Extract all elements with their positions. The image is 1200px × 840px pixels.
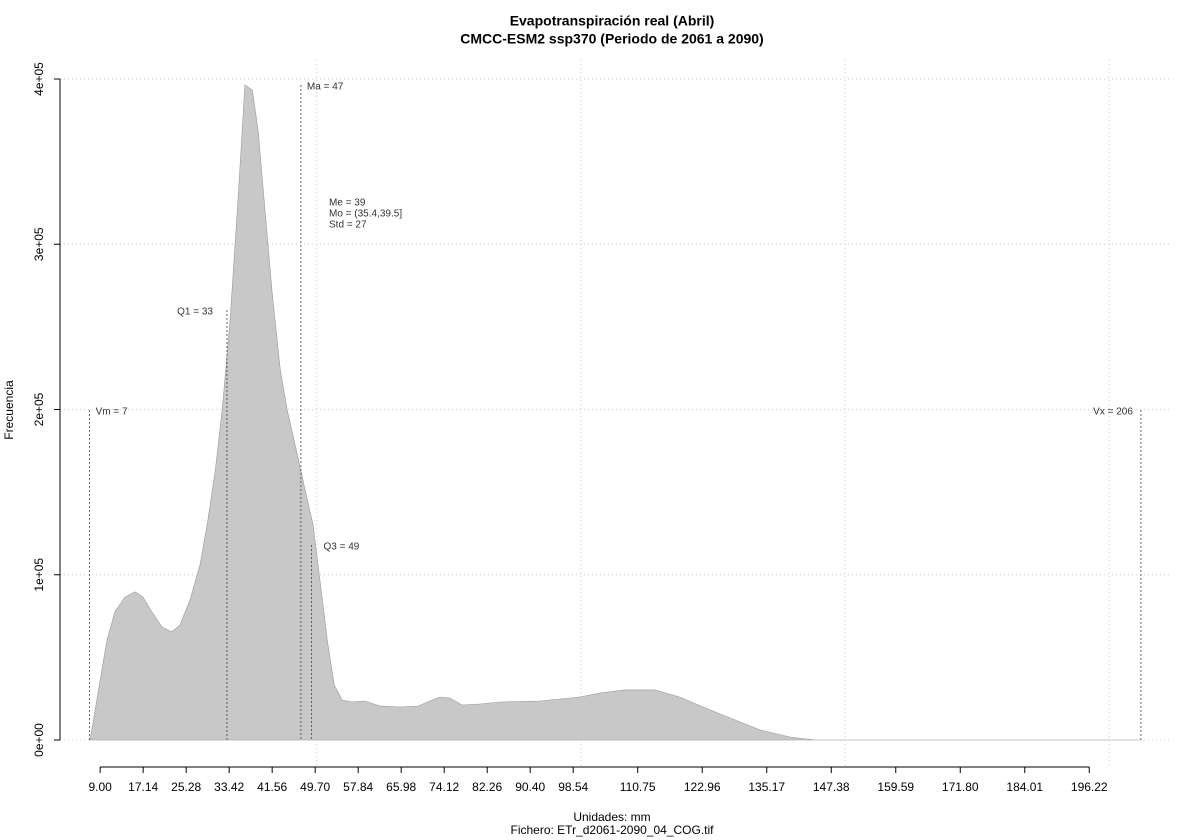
y-tick-label: 4e+05: [32, 62, 46, 96]
x-tick-label: 184.01: [1006, 780, 1043, 794]
x-tick-label: 98.54: [558, 780, 588, 794]
x-tick-label: 74.12: [429, 780, 459, 794]
chart-title: Evapotranspiración real (Abril): [510, 13, 715, 29]
stat-label: Mo = (35.4,39.5]: [329, 209, 402, 220]
x-tick-label: 9.00: [88, 780, 112, 794]
x-tick-label: 135.17: [748, 780, 785, 794]
marker-label: Vm = 7: [96, 407, 128, 418]
x-tick-label: 25.28: [171, 780, 201, 794]
y-axis-label: Frecuencia: [2, 380, 16, 440]
x-tick-label: 122.96: [684, 780, 721, 794]
y-tick-label: 0e+00: [32, 723, 46, 757]
marker-label: Vx = 206: [1093, 407, 1133, 418]
y-tick-label: 1e+05: [32, 558, 46, 592]
stat-label: Std = 27: [329, 220, 367, 231]
x-tick-label: 171.80: [942, 780, 979, 794]
y-tick-label: 2e+05: [32, 392, 46, 426]
x-tick-label: 82.26: [472, 780, 502, 794]
x-tick-label: 41.56: [257, 780, 287, 794]
caption: Fichero: ETr_d2061-2090_04_COG.tif: [511, 823, 715, 837]
x-tick-label: 90.40: [515, 780, 545, 794]
y-tick-label: 3e+05: [32, 227, 46, 261]
chart-subtitle: CMCC-ESM2 ssp370 (Periodo de 2061 a 2090…: [460, 31, 763, 47]
x-tick-label: 147.38: [813, 780, 850, 794]
x-tick-label: 196.22: [1071, 780, 1108, 794]
marker-label: Q1 = 33: [177, 307, 213, 318]
x-tick-label: 33.42: [214, 780, 244, 794]
marker-label: Q3 = 49: [323, 542, 359, 553]
x-tick-label: 65.98: [386, 780, 416, 794]
x-tick-label: 57.84: [343, 780, 373, 794]
x-tick-label: 159.59: [877, 780, 914, 794]
x-tick-label: 110.75: [620, 780, 656, 794]
stat-label: Me = 39: [329, 198, 366, 209]
x-tick-label: 17.14: [128, 780, 158, 794]
x-axis-label: Unidades: mm: [573, 810, 650, 824]
x-tick-label: 49.70: [300, 780, 330, 794]
marker-label: Ma = 47: [307, 82, 344, 93]
density-area: [89, 84, 1141, 741]
